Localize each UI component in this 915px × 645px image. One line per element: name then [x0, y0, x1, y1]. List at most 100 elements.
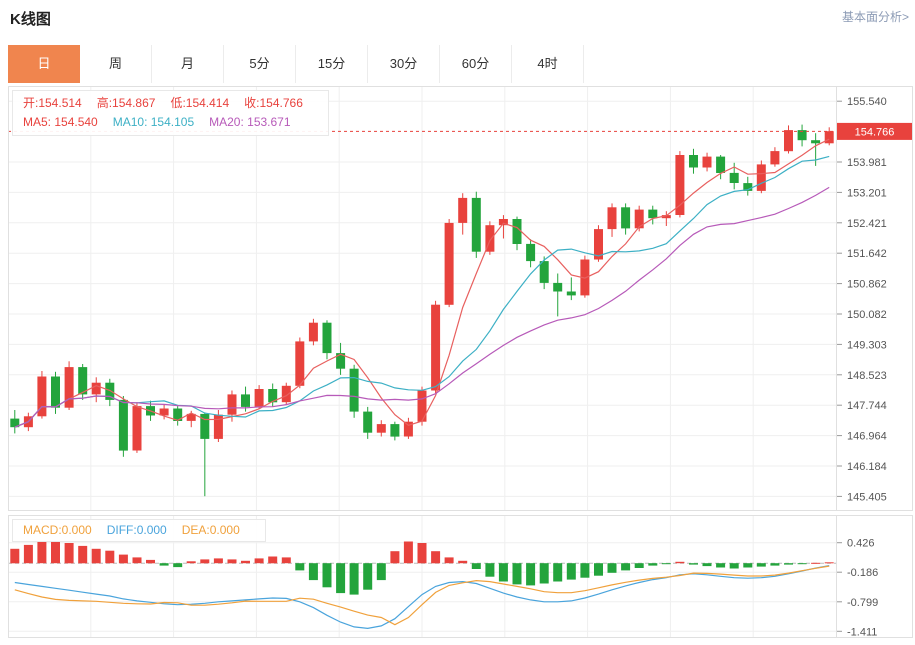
macd-label-2: DEA:0.000 [181, 523, 240, 537]
price-axis-label: 152.421 [847, 218, 887, 230]
macd-bar [675, 561, 685, 564]
macd-bar [811, 562, 821, 564]
macd-bar [716, 563, 726, 568]
macd-bar [308, 563, 318, 581]
macd-chart[interactable]: 0.426 -0.186 -0.799 -1.411 [8, 515, 913, 638]
candle-body [336, 353, 346, 369]
candle-body [227, 394, 237, 415]
macd-info-box: MACD:0.000 DIFF:0.000 DEA:0.000 [12, 519, 266, 542]
ohlc-value-3: 收:154.766 [244, 96, 303, 110]
macd-bar [295, 563, 305, 571]
tab-日[interactable]: 日 [8, 45, 80, 83]
candle-body [784, 130, 793, 152]
macd-bar [729, 563, 739, 569]
tab-15分[interactable]: 15分 [296, 45, 368, 83]
chart-border [8, 86, 913, 511]
macd-bar [784, 563, 793, 565]
macd-axis-label: -0.799 [847, 597, 878, 609]
candle-body [485, 225, 495, 252]
macd-bar [363, 563, 373, 590]
macd-bar [105, 550, 115, 564]
ma-value-1: MA10: 154.105 [112, 115, 195, 129]
candle-body [539, 261, 549, 283]
macd-bar [254, 558, 264, 564]
ma20-line [14, 186, 830, 428]
candle-body [173, 408, 183, 421]
macd-bar [376, 563, 386, 581]
candle-body [526, 243, 536, 262]
macd-bar [417, 543, 427, 564]
candle-body [553, 282, 563, 292]
candle-body [634, 209, 644, 229]
macd-bar [498, 563, 508, 582]
macd-bar [186, 561, 196, 564]
price-axis-label: 147.744 [847, 400, 887, 412]
macd-bar [349, 563, 359, 595]
candle-body [91, 382, 101, 395]
candle-body [471, 197, 481, 252]
macd-bar [689, 563, 698, 565]
macd-bar [322, 563, 332, 588]
macd-bar [648, 563, 658, 566]
header: K线图 基本面分析> [0, 0, 915, 29]
candle-body [756, 164, 766, 191]
price-axis-label: 153.981 [847, 157, 887, 169]
price-axis-label: 146.964 [847, 431, 887, 443]
ma-value-2: MA20: 153.671 [209, 115, 291, 129]
candle-body [186, 413, 196, 421]
candle-body [37, 376, 47, 417]
candle-body [594, 229, 603, 260]
macd-bar [37, 542, 47, 564]
macd-bar [403, 541, 413, 564]
price-axis-label: 155.540 [847, 96, 887, 108]
ohlc-value-0: 开:154.514 [23, 96, 82, 110]
macd-bar [51, 541, 60, 564]
candle-body [349, 368, 359, 412]
macd-bar [227, 559, 237, 564]
macd-area: 0.426 -0.186 -0.799 -1.411 MACD:0.000 DIFF:0… [8, 515, 913, 638]
macd-bar [702, 563, 712, 567]
macd-bar [281, 557, 291, 564]
ohlc-ma-info-box: 开:154.514 高:154.867 低:154.414 收:154.766 MA5… [12, 90, 329, 136]
macd-bar [471, 563, 481, 569]
macd-bar [200, 559, 210, 564]
price-axis-label: 148.523 [847, 370, 887, 382]
candle-body [770, 151, 780, 165]
macd-bar [634, 563, 644, 568]
candle-body [308, 322, 318, 342]
tab-月[interactable]: 月 [152, 45, 224, 83]
macd-bar [10, 548, 20, 564]
tab-4时[interactable]: 4时 [512, 45, 584, 83]
macd-bar [173, 563, 183, 568]
candle-body [51, 376, 60, 408]
current-price-label: 154.766 [855, 126, 895, 138]
price-axis-label: 150.082 [847, 309, 887, 321]
tab-60分[interactable]: 60分 [440, 45, 512, 83]
ma-info: MA5: 154.540 MA10: 154.105 MA20: 153.671 [23, 113, 318, 132]
candle-body [512, 219, 522, 244]
macd-bar [118, 554, 128, 564]
main-candlestick-chart[interactable]: 155.540 153.981 153.201 152.421 151.642 150.8… [8, 86, 913, 511]
macd-bar [797, 563, 807, 565]
fundamental-analysis-link[interactable]: 基本面分析> [841, 10, 909, 24]
candle-body [64, 367, 74, 408]
candle-body [241, 394, 250, 407]
macd-axis-label: -0.186 [847, 567, 878, 579]
tab-周[interactable]: 周 [80, 45, 152, 83]
candle-body [689, 155, 698, 168]
candle-body [729, 172, 739, 183]
macd-bar [132, 557, 142, 564]
candle-body [743, 183, 753, 191]
main-chart-area: 155.540 153.981 153.201 152.421 151.642 150.8… [8, 86, 913, 511]
macd-bar [512, 563, 522, 585]
candle-body [444, 222, 454, 305]
tab-5分[interactable]: 5分 [224, 45, 296, 83]
macd-axis-label: -1.411 [847, 626, 877, 638]
tab-30分[interactable]: 30分 [368, 45, 440, 83]
candle-body [281, 385, 291, 403]
macd-bar [78, 545, 88, 564]
price-axis-label: 150.862 [847, 279, 887, 291]
candle-body [797, 130, 807, 141]
candle-body [322, 322, 332, 354]
macd-bar [268, 556, 278, 564]
